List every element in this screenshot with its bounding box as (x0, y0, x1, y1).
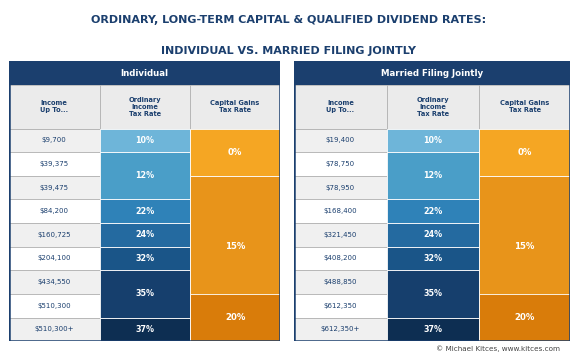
Text: 20%: 20% (225, 313, 245, 322)
Text: 32%: 32% (136, 254, 155, 263)
Bar (479, 176, 570, 318)
Bar (294, 318, 387, 341)
Text: $434,550: $434,550 (38, 279, 71, 285)
Text: $160,725: $160,725 (38, 232, 71, 238)
Text: Capital Gains
Tax Rate: Capital Gains Tax Rate (211, 100, 260, 113)
Text: $39,475: $39,475 (40, 184, 69, 191)
Bar (99, 270, 190, 318)
Text: Married Filing Jointly: Married Filing Jointly (381, 69, 483, 78)
Bar (9, 247, 99, 270)
Text: Ordinary
Income
Tax Rate: Ordinary Income Tax Rate (129, 97, 161, 117)
Text: 12%: 12% (136, 171, 155, 180)
Text: Ordinary
Income
Tax Rate: Ordinary Income Tax Rate (417, 97, 449, 117)
Bar (387, 247, 479, 270)
Bar (99, 223, 190, 247)
Text: $612,350+: $612,350+ (321, 326, 360, 332)
Bar (99, 318, 190, 341)
Bar (294, 223, 387, 247)
Bar (387, 270, 479, 318)
Text: © Michael Kitces, www.kitces.com: © Michael Kitces, www.kitces.com (436, 346, 560, 352)
Text: $39,375: $39,375 (39, 161, 69, 167)
Bar (9, 294, 99, 318)
Text: $168,400: $168,400 (324, 208, 357, 214)
Text: 35%: 35% (424, 290, 443, 299)
Text: $510,300+: $510,300+ (34, 326, 74, 332)
Text: $204,100: $204,100 (38, 256, 71, 261)
Text: $510,300: $510,300 (38, 303, 71, 309)
Text: 22%: 22% (135, 207, 155, 216)
Text: 24%: 24% (424, 230, 443, 239)
Text: 35%: 35% (136, 290, 155, 299)
Text: 15%: 15% (225, 242, 245, 251)
Bar (479, 85, 570, 129)
Text: ORDINARY, LONG-TERM CAPITAL & QUALIFIED DIVIDEND RATES:: ORDINARY, LONG-TERM CAPITAL & QUALIFIED … (91, 15, 486, 25)
Text: Income
Up To...: Income Up To... (40, 100, 68, 113)
Bar (9, 223, 99, 247)
Bar (294, 247, 387, 270)
Text: $408,200: $408,200 (324, 256, 357, 261)
Bar (99, 247, 190, 270)
Bar (479, 129, 570, 176)
Bar (9, 318, 99, 341)
Text: 37%: 37% (424, 325, 443, 334)
Bar (294, 129, 387, 152)
Bar (9, 85, 99, 129)
Bar (190, 129, 280, 176)
Text: 37%: 37% (136, 325, 155, 334)
Text: $19,400: $19,400 (326, 137, 355, 143)
Text: 22%: 22% (424, 207, 443, 216)
Bar (387, 129, 479, 152)
Text: $321,450: $321,450 (324, 232, 357, 238)
Bar (294, 199, 387, 223)
Text: 0%: 0% (228, 148, 242, 157)
Bar (294, 176, 387, 199)
Bar (9, 270, 99, 294)
Bar (294, 61, 570, 85)
Text: 12%: 12% (424, 171, 443, 180)
Bar (9, 199, 99, 223)
Bar (99, 85, 190, 129)
Text: 0%: 0% (518, 148, 532, 157)
Bar (190, 85, 280, 129)
Text: $9,700: $9,700 (42, 137, 66, 143)
Bar (190, 294, 280, 341)
Text: $612,350: $612,350 (324, 303, 357, 309)
Text: $78,750: $78,750 (326, 161, 355, 167)
Text: $488,850: $488,850 (324, 279, 357, 285)
Bar (294, 294, 387, 318)
Bar (9, 129, 99, 152)
Text: 10%: 10% (136, 136, 155, 145)
Text: 15%: 15% (514, 242, 535, 251)
Text: 24%: 24% (136, 230, 155, 239)
Text: 20%: 20% (514, 313, 535, 322)
Bar (479, 294, 570, 341)
Text: Income
Up To...: Income Up To... (327, 100, 354, 113)
Text: $78,950: $78,950 (326, 184, 355, 191)
Text: 10%: 10% (424, 136, 443, 145)
Text: Capital Gains
Tax Rate: Capital Gains Tax Rate (500, 100, 549, 113)
Bar (387, 85, 479, 129)
Text: Individual: Individual (120, 69, 168, 78)
Bar (387, 223, 479, 247)
Bar (99, 129, 190, 152)
Text: $84,200: $84,200 (40, 208, 69, 214)
Bar (387, 152, 479, 199)
Bar (9, 61, 280, 85)
Bar (190, 176, 280, 318)
Bar (99, 199, 190, 223)
Bar (387, 318, 479, 341)
Text: 32%: 32% (424, 254, 443, 263)
Bar (294, 85, 387, 129)
Bar (294, 152, 387, 176)
Text: INDIVIDUAL VS. MARRIED FILING JOINTLY: INDIVIDUAL VS. MARRIED FILING JOINTLY (161, 46, 416, 56)
Bar (387, 199, 479, 223)
Bar (9, 176, 99, 199)
Bar (9, 152, 99, 176)
Bar (99, 152, 190, 199)
Bar (294, 270, 387, 294)
